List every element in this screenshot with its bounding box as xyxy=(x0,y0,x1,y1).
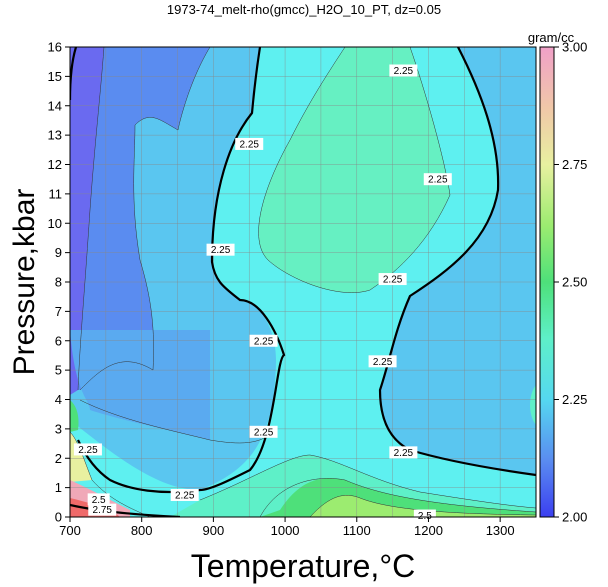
thin-contour-1 xyxy=(77,47,105,391)
thin-contour-8 xyxy=(70,431,151,517)
y-tick-label: 0 xyxy=(55,510,62,525)
y-tick-label: 4 xyxy=(55,392,62,407)
contour-label-bg xyxy=(389,446,418,459)
contour-label-bg xyxy=(249,334,278,347)
contour-fill-right-edge xyxy=(530,385,536,425)
contour-label: 2.25 xyxy=(394,66,414,77)
y-tick-label: 11 xyxy=(49,186,63,201)
x-tick-label: 900 xyxy=(203,523,225,538)
colorbar-tick-label: 3.00 xyxy=(562,40,587,55)
colorbar-tick-label: 2.50 xyxy=(562,275,587,290)
contour-label-bg xyxy=(235,137,264,150)
colorbar-tick-label: 2.00 xyxy=(562,510,587,525)
contour-label-bg xyxy=(368,355,397,368)
colorbar-tick-label: 2.25 xyxy=(562,392,587,407)
colorbar-ticks: 2.00 2.25 2.50 2.75 3.00 xyxy=(554,40,587,525)
y-tick-label: 9 xyxy=(55,245,62,260)
y-tick-label: 3 xyxy=(55,421,62,436)
contour-label: 2.25 xyxy=(383,275,403,286)
thin-contour-6 xyxy=(259,478,536,517)
y-tick-label: 14 xyxy=(48,98,62,113)
contour-label: 2.75 xyxy=(93,505,113,516)
contour-fill-purple xyxy=(70,47,104,395)
contour-label-bg xyxy=(389,64,418,77)
thin-contour-7 xyxy=(309,495,536,517)
contour-label: 2.25 xyxy=(211,245,231,256)
plot-area: 2.25 2.25 2.25 2.25 2.25 2.25 2.25 2.25 2.25 2.25… xyxy=(69,46,537,522)
colorbar-label: gram/cc xyxy=(528,30,575,45)
x-tick-label: 1100 xyxy=(343,523,371,538)
bold-contour-bottom-left xyxy=(70,503,181,517)
x-axis-label: Temperature,°C xyxy=(191,548,415,584)
contour-label: 2.25 xyxy=(175,490,195,501)
contour-label-bg xyxy=(378,273,407,286)
y-tick-label: 8 xyxy=(55,275,62,290)
contour-fill-mid-blue xyxy=(70,330,210,440)
x-tick-label: 1300 xyxy=(486,523,515,538)
x-tick-label: 800 xyxy=(131,523,153,538)
contour-label: 2.25 xyxy=(239,139,259,150)
contour-fill-bottom-band-3 xyxy=(310,495,536,517)
x-tick-label: 700 xyxy=(59,523,81,538)
contour-label-bg xyxy=(413,509,436,522)
thin-contour-4 xyxy=(79,399,277,444)
chart-title: 1973-74_melt-rho(gmcc)_H2O_10_PT, dz=0.0… xyxy=(167,2,441,17)
x-axis: 700 800 900 1000 1100 1200 1300 xyxy=(59,517,515,538)
thin-contour-2 xyxy=(79,47,211,391)
grid-lines xyxy=(70,47,536,517)
thin-contour-3 xyxy=(258,47,451,293)
y-tick-label: 15 xyxy=(48,69,62,84)
y-tick-label: 12 xyxy=(48,157,62,172)
contour-label: 2.25 xyxy=(394,448,414,459)
y-tick-label: 7 xyxy=(55,304,62,319)
contour-label: 2.25 xyxy=(373,357,393,368)
contour-label: 2.25 xyxy=(254,427,274,438)
colorbar-tick-label: 2.75 xyxy=(562,157,587,172)
colorbar: gram/cc 2.00 2.25 2.50 2.75 3.00 xyxy=(528,30,587,525)
y-tick-label: 13 xyxy=(48,128,62,143)
contour-label-bg xyxy=(87,493,110,506)
contour-label-bg xyxy=(206,243,235,256)
contour-labels: 2.25 2.25 2.25 2.25 2.25 2.25 2.25 2.25 2.25 2.25… xyxy=(73,64,452,522)
y-tick-label: 6 xyxy=(55,333,62,348)
y-tick-label: 2 xyxy=(55,451,62,466)
contour-label-bg xyxy=(88,503,117,516)
thin-contour-5 xyxy=(199,454,536,509)
bold-contour-main xyxy=(378,47,536,477)
y-tick-label: 16 xyxy=(48,40,62,55)
thin-contour-lines xyxy=(70,47,536,517)
colorbar-gradient xyxy=(539,46,555,518)
contour-fill-green-lobe xyxy=(258,47,450,293)
contour-label-bg xyxy=(170,488,199,501)
contour-label: 2.25 xyxy=(78,445,98,456)
y-tick-label: 5 xyxy=(55,363,62,378)
contour-fill-left-green xyxy=(70,400,79,432)
contour-fill-blue xyxy=(78,47,210,390)
contour-label-bg xyxy=(249,425,278,438)
x-tick-label: 1000 xyxy=(271,523,300,538)
contour-label: 2.25 xyxy=(428,175,448,186)
contour-label: 2.25 xyxy=(254,336,274,347)
y-tick-label: 1 xyxy=(55,480,62,495)
x-tick-label: 1200 xyxy=(414,523,443,538)
contour-label-bg xyxy=(423,173,452,186)
y-axis-label: Pressure,kbar xyxy=(8,189,41,376)
contour-label-bg xyxy=(73,443,102,456)
contour-label: 2.5 xyxy=(92,495,106,506)
y-tick-label: 10 xyxy=(48,216,62,231)
